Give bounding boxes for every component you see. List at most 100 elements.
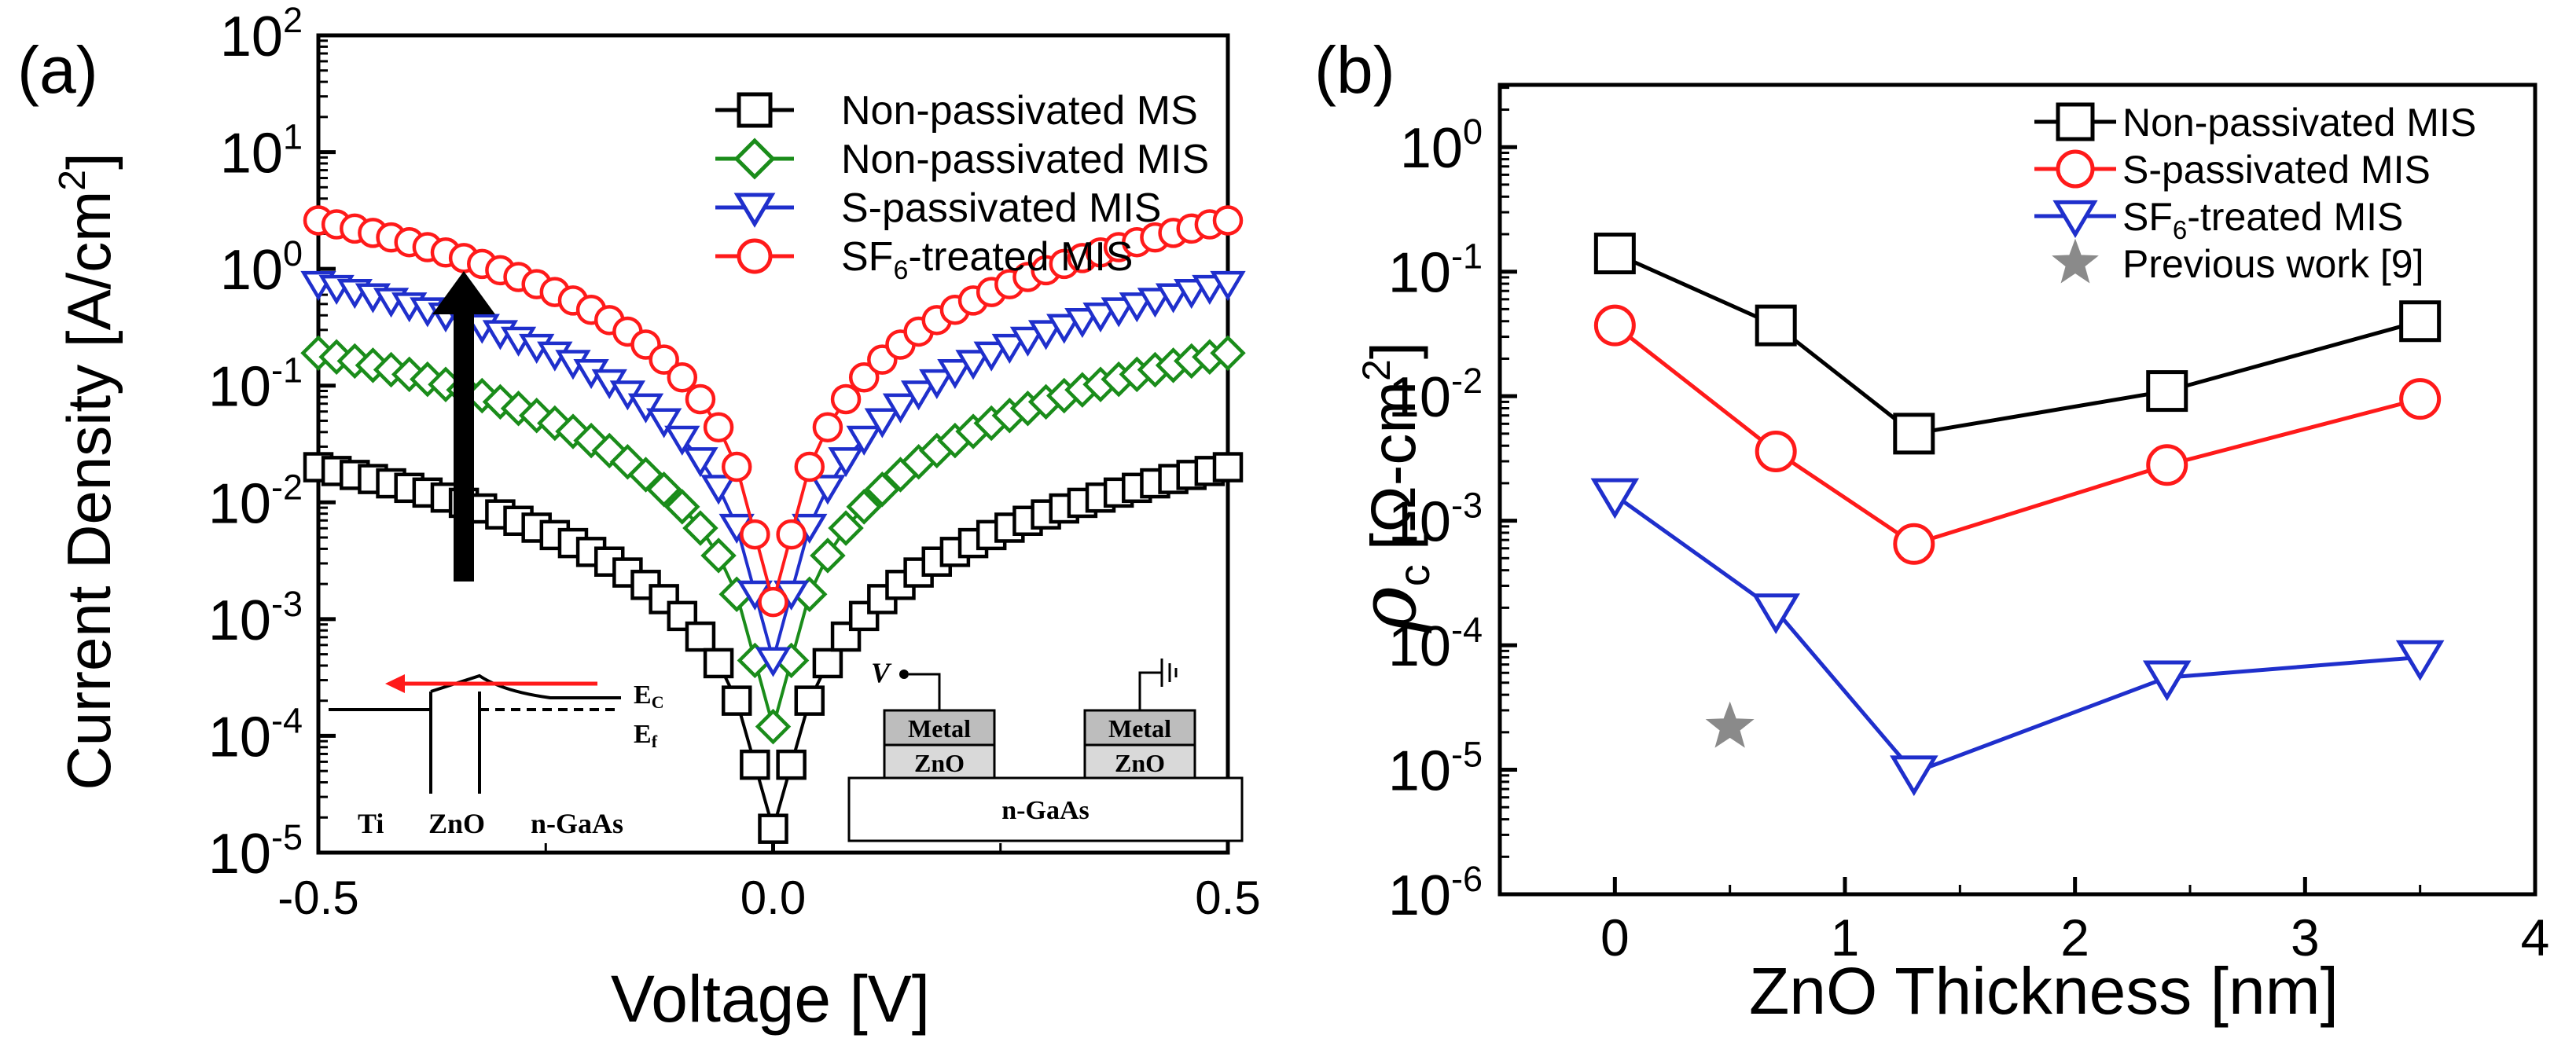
data-point-marker xyxy=(2399,378,2442,420)
data-point-marker xyxy=(812,412,843,442)
panel-a-ytick-label: 10-2 xyxy=(208,467,303,535)
panel-b-ytick-label-base: 10 xyxy=(1388,740,1451,803)
data-point-marker xyxy=(758,813,788,844)
legend-label-main: Non-passivated MS xyxy=(841,88,1198,134)
panel-a-ytick-label-exp: 2 xyxy=(283,0,303,40)
panel-a-ytick-label-exp: -2 xyxy=(271,467,303,507)
data-point-marker xyxy=(937,358,973,390)
data-point-marker xyxy=(973,341,1009,372)
panel-b: (b) ρc[Ω-cm2] 10-610-510-410-310-210-110… xyxy=(1314,33,2549,1028)
panel-a-ytick-label-base: 10 xyxy=(208,472,271,535)
panel-a-ytick-label-base: 10 xyxy=(220,6,283,68)
panel-a-ytick-label-exp: -4 xyxy=(271,700,303,740)
data-point-marker xyxy=(740,519,770,550)
legend-label-main: S-passivated MIS xyxy=(2122,148,2431,192)
device-structure-inset: n-GaAs ZnO Metal ZnO Metal V xyxy=(847,657,1244,842)
panel-a-ytick-label-base: 10 xyxy=(208,706,271,769)
data-point-marker xyxy=(685,621,716,652)
legend-label-sub: 6 xyxy=(893,255,908,285)
data-point-marker xyxy=(721,451,752,482)
data-point-marker xyxy=(900,380,937,411)
panel-b-ytick-label: 10-4 xyxy=(1388,610,1483,678)
data-point-marker xyxy=(2142,660,2192,702)
data-point-marker xyxy=(810,538,846,574)
panel-a: (a) Current Density [A/cm2] 10-510-410-3… xyxy=(17,0,1261,1036)
band-ec-label: EC xyxy=(634,681,664,712)
panel-b-ytick-label: 100 xyxy=(1400,112,1483,180)
data-point-marker xyxy=(1119,292,1155,323)
data-point-marker xyxy=(846,425,882,456)
data-point-marker xyxy=(645,471,682,508)
ground-icon xyxy=(1160,659,1178,687)
data-point-marker xyxy=(573,422,609,459)
band-diagram-inset: EC Ef Ti ZnO n-GaAs xyxy=(329,673,664,839)
panel-b-x-axis-label: ZnO Thickness [nm] xyxy=(1749,954,2339,1028)
panel-b-ytick-label-exp: -5 xyxy=(1451,735,1483,775)
panel-b-ytick-label-exp: -3 xyxy=(1451,486,1483,526)
data-point-marker xyxy=(1212,452,1244,482)
data-point-marker xyxy=(1210,335,1246,372)
device-voltage-label: V xyxy=(871,657,892,688)
panel-b-ytick-label: 10-2 xyxy=(1388,361,1483,429)
data-point-marker xyxy=(664,425,700,456)
band-label-zno: ZnO xyxy=(428,808,485,839)
data-point-marker xyxy=(2146,370,2188,413)
data-point-marker xyxy=(740,749,770,780)
data-point-marker xyxy=(1009,326,1046,357)
panel-b-xtick-label: 0 xyxy=(1600,908,1630,967)
legend-label: Previous work [9] xyxy=(2122,242,2423,286)
panel-b-frame xyxy=(1497,83,2537,897)
panel-a-label: (a) xyxy=(17,33,98,107)
panel-b-ytick-label: 10-6 xyxy=(1388,859,1483,927)
legend-label-main: Previous work [9] xyxy=(2122,242,2423,286)
legend-label-rest: -treated MIS xyxy=(2187,195,2403,239)
panel-b-ytick-label-exp: 0 xyxy=(1463,112,1483,152)
data-point-marker xyxy=(1046,314,1082,344)
panel-b-xtick-label: 3 xyxy=(2291,908,2320,967)
panel-b-ytick-label: 10-5 xyxy=(1388,735,1483,803)
series-line xyxy=(1613,324,2421,547)
legend-label: Non-passivated MIS xyxy=(2122,101,2476,145)
legend-label: SF6-treated MIS xyxy=(841,234,1133,285)
data-point-marker xyxy=(812,648,843,679)
band-conduction-curve xyxy=(430,673,621,699)
data-point-marker xyxy=(1174,279,1210,310)
panel-a-xtick-label: 0.5 xyxy=(1195,871,1260,924)
device-left-zno-label: ZnO xyxy=(914,749,965,777)
data-point-marker xyxy=(700,475,737,505)
panel-b-ytick-label-base: 10 xyxy=(1400,117,1463,180)
data-point-marker xyxy=(755,647,792,677)
data-point-marker xyxy=(1192,274,1228,305)
data-point-marker xyxy=(864,408,900,438)
device-voltage-terminal xyxy=(899,670,909,679)
data-point-marker xyxy=(682,510,718,546)
increase-arrow xyxy=(432,271,495,582)
panel-a-ytick-label-base: 10 xyxy=(220,239,283,302)
data-point-marker xyxy=(703,412,734,442)
panel-a-y-axis-label: Current Density [A/cm2] xyxy=(52,152,123,790)
data-point-marker xyxy=(1027,320,1064,350)
device-right-metal xyxy=(1083,709,1196,747)
panel-b-y-axis-label: ρc[Ω-cm2] xyxy=(1342,342,1439,633)
legend-label-rest: -treated MIS xyxy=(908,234,1133,280)
series-non-passivated-ms xyxy=(303,452,1244,844)
data-point-marker xyxy=(1893,523,1935,565)
band-label-ngaas: n-GaAs xyxy=(531,808,623,839)
device-right-zno xyxy=(1083,743,1196,780)
data-point-marker xyxy=(649,344,679,375)
device-left-zno xyxy=(883,743,996,780)
device-right-metal-label: Metal xyxy=(1108,714,1171,743)
data-point-marker xyxy=(776,519,807,550)
series-sf xyxy=(1590,478,2445,797)
data-point-marker xyxy=(721,685,752,716)
data-point-marker xyxy=(794,451,825,482)
panel-b-ytick-label-base: 10 xyxy=(1388,864,1451,927)
data-point-marker xyxy=(1155,283,1192,314)
data-point-marker xyxy=(646,408,682,438)
legend-label-main: SF xyxy=(841,234,893,280)
legend-label: S-passivated MIS xyxy=(841,185,1162,231)
band-ef-label: Ef xyxy=(634,720,658,751)
data-point-marker xyxy=(1064,308,1101,339)
